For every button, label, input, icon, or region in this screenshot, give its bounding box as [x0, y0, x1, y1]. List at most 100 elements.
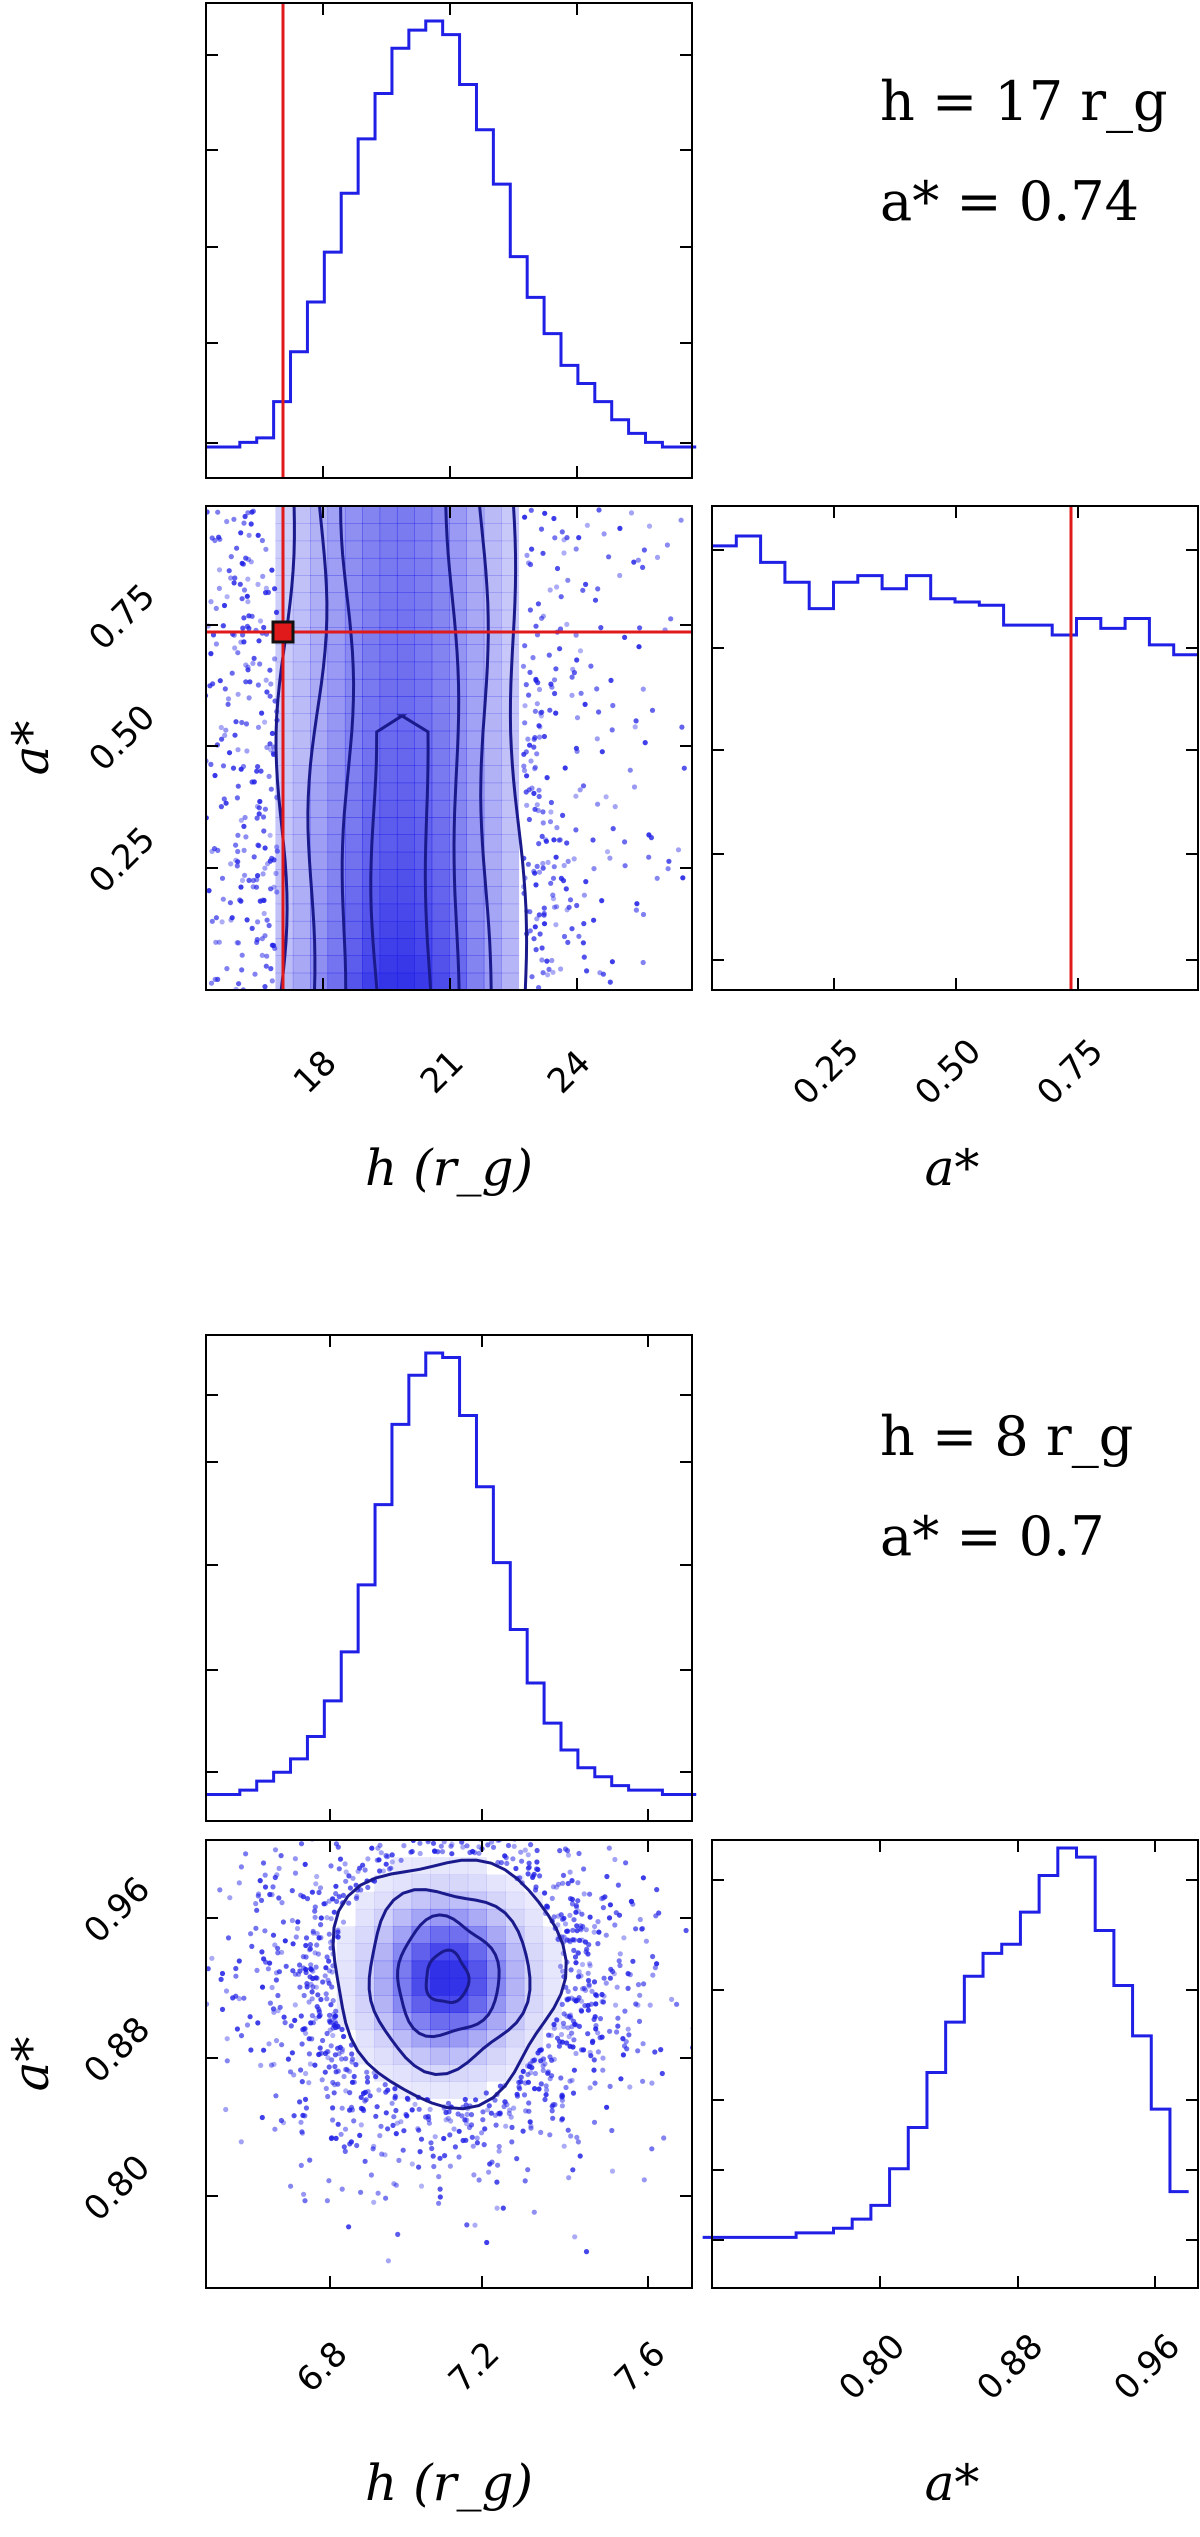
scatter-point — [302, 2113, 308, 2119]
scatter-point — [532, 708, 539, 714]
density-cell — [414, 834, 433, 853]
density-cell — [483, 799, 502, 818]
scatter-point — [378, 2123, 384, 2129]
scatter-point — [238, 817, 244, 823]
density-cell — [379, 903, 398, 922]
scatter-point — [566, 904, 572, 910]
density-cell — [483, 782, 502, 801]
scatter-point — [283, 1963, 289, 1969]
density-cell — [292, 886, 311, 905]
scatter-point — [173, 773, 178, 778]
top-hist-a-curve — [712, 534, 1198, 657]
scatter-point — [486, 2103, 492, 2109]
scatter-point — [615, 2023, 621, 2029]
scatter-point — [533, 1884, 539, 1890]
density-cell — [411, 2029, 431, 2048]
density-cell — [336, 1943, 357, 1962]
scatter-point — [235, 940, 241, 946]
scatter-point — [522, 643, 528, 649]
scatter-point — [148, 752, 153, 757]
scatter-point — [465, 1832, 470, 1837]
scatter-point — [331, 2090, 337, 2096]
density-cell — [310, 765, 329, 784]
scatter-point — [315, 1992, 321, 1998]
density-cell — [449, 851, 467, 870]
scatter-point — [188, 1937, 193, 1942]
scatter-point — [259, 2114, 265, 2121]
scatter-point — [529, 2065, 535, 2071]
density-cell — [449, 1943, 469, 1962]
density-cell — [292, 696, 311, 714]
scatter-point — [255, 919, 261, 925]
top-annotation: h = 17 r_g a* = 0.74 — [880, 70, 1168, 233]
scatter-point — [358, 2094, 364, 2100]
scatter-point — [617, 572, 623, 579]
density-cell — [344, 627, 363, 645]
density-cell — [523, 2012, 544, 2031]
scatter-point — [350, 2056, 356, 2062]
scatter-point — [578, 1923, 584, 1929]
scatter-point — [344, 2066, 350, 2072]
density-cell — [292, 765, 311, 784]
scatter-point — [632, 724, 638, 730]
scatter-point — [238, 2033, 245, 2039]
scatter-point — [576, 2023, 583, 2029]
scatter-point — [534, 1866, 540, 1872]
density-cell — [467, 1995, 487, 2013]
density-cell — [501, 506, 520, 524]
scatter-point — [480, 2117, 486, 2123]
scatter-point — [346, 1873, 352, 1879]
scatter-point — [244, 748, 250, 754]
scatter-point — [244, 917, 250, 923]
scatter-point — [291, 2113, 297, 2119]
scatter-point — [565, 939, 571, 946]
scatter-point — [575, 1880, 581, 1886]
density-cell — [414, 644, 433, 663]
density-cell — [396, 575, 415, 593]
scatter-point — [529, 546, 535, 552]
scatter-point — [616, 1958, 622, 1964]
top-hist-a-xtick-075: 0.75 — [1029, 1031, 1111, 1113]
scatter-point — [502, 1853, 508, 1859]
scatter-point — [537, 931, 543, 937]
scatter-point — [622, 839, 628, 845]
scatter-point — [580, 587, 586, 593]
scatter-point — [136, 558, 141, 563]
scatter-point — [306, 2080, 312, 2086]
scatter-point — [533, 882, 539, 888]
top-joint-xtick-24: 24 — [540, 1043, 599, 1102]
scatter-point — [551, 837, 557, 843]
scatter-point — [564, 1997, 571, 2003]
scatter-point — [665, 866, 671, 872]
scatter-point — [448, 1843, 454, 1849]
scatter-point — [547, 707, 553, 713]
scatter-point — [532, 2086, 538, 2092]
scatter-point — [252, 971, 258, 977]
scatter-point — [621, 2043, 628, 2049]
scatter-point — [569, 2030, 575, 2036]
scatter-point — [390, 2122, 396, 2128]
scatter-point — [400, 2147, 406, 2153]
scatter-point — [242, 814, 248, 821]
scatter-point — [238, 898, 244, 904]
scatter-point — [272, 1874, 278, 1881]
density-cell — [396, 834, 415, 853]
scatter-point — [555, 1922, 561, 1928]
scatter-point — [527, 909, 533, 915]
scatter-point — [298, 2162, 304, 2168]
scatter-point — [330, 2025, 336, 2031]
scatter-point — [405, 1824, 410, 1829]
scatter-point — [259, 952, 265, 958]
scatter-point — [393, 2107, 399, 2114]
density-cell — [414, 886, 433, 905]
scatter-point — [235, 859, 241, 865]
scatter-point — [335, 2068, 341, 2074]
scatter-point — [367, 2093, 373, 2099]
scatter-point — [584, 968, 590, 974]
density-cell — [449, 609, 467, 628]
density-cell — [483, 920, 502, 939]
scatter-point — [163, 558, 168, 563]
density-cell — [430, 1874, 450, 1893]
scatter-point — [245, 510, 251, 516]
scatter-point — [280, 1919, 286, 1925]
